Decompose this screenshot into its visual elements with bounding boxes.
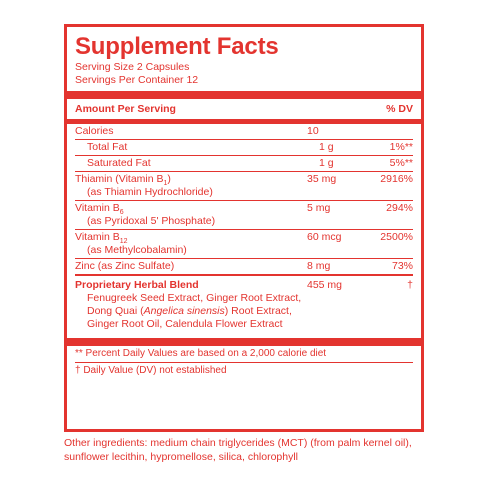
nutrient-name-text: Vitamin B <box>75 231 120 243</box>
nutrient-name-text: Thiamin (Vitamin B <box>75 173 164 185</box>
other-ingredients: Other ingredients: medium chain triglyce… <box>64 437 412 463</box>
nutrient-amount: 35 mg <box>307 173 337 185</box>
nutrient-detail: (as Methylcobalamin) <box>87 244 187 256</box>
nutrient-dv: 2500% <box>380 231 413 243</box>
blend-line: Fenugreek Seed Extract, Ginger Root Extr… <box>87 292 302 304</box>
table-row: Total Fat 1 g 1%** <box>75 139 413 155</box>
table-row: Vitamin B6 (as Pyridoxal 5' Phosphate) 5… <box>75 200 413 229</box>
nutrient-dv: 5%** <box>389 157 413 169</box>
nutrient-name: Zinc (as Zinc Sulfate) <box>75 260 175 272</box>
divider-medium <box>67 119 421 124</box>
servings-per-container: Servings Per Container 12 <box>75 74 199 86</box>
nutrient-amount: 8 mg <box>307 260 331 272</box>
subscript: 1 <box>163 180 168 188</box>
nutrient-name-end: ) <box>167 173 171 185</box>
table-row: Saturated Fat 1 g 5%** <box>75 155 413 171</box>
nutrient-name: Calories <box>75 125 114 137</box>
supplement-facts-panel: Supplement Facts Serving Size 2 Capsules… <box>64 24 424 432</box>
footnote-percent: ** Percent Daily Values are based on a 2… <box>75 348 327 359</box>
nutrient-amount: 10 <box>307 125 319 137</box>
blend-text: Dong Quai ( <box>87 305 144 317</box>
blend-text: ) Root Extract, <box>224 305 292 317</box>
table-row: Calories 10 <box>75 124 413 139</box>
nutrient-amount: 1 g <box>319 157 334 169</box>
nutrient-amount: 1 g <box>319 141 334 153</box>
nutrient-detail: (as Pyridoxal 5' Phosphate) <box>87 215 216 227</box>
nutrient-dv: 2916% <box>380 173 413 185</box>
blend-line: Ginger Root Oil, Calendula Flower Extrac… <box>87 318 283 330</box>
table-row: Thiamin (Vitamin B1) (as Thiamin Hydroch… <box>75 171 413 200</box>
nutrient-name: Vitamin B6 (as Pyridoxal 5' Phosphate) <box>75 202 307 228</box>
subscript: 12 <box>119 238 128 246</box>
panel-title: Supplement Facts <box>75 33 279 60</box>
amount-header: Amount Per Serving <box>75 103 176 115</box>
nutrient-name: Saturated Fat <box>87 157 151 169</box>
nutrient-dv: 294% <box>386 202 413 214</box>
nutrient-dv: † <box>407 279 413 291</box>
dv-header: % DV <box>386 103 413 115</box>
nutrient-amount: 5 mg <box>307 202 331 214</box>
serving-size: Serving Size 2 Capsules <box>75 61 190 73</box>
subscript: 6 <box>119 209 124 217</box>
nutrient-name-text: Vitamin B <box>75 202 120 214</box>
nutrient-amount: 455 mg <box>307 279 343 291</box>
nutrient-name: Thiamin (Vitamin B1) (as Thiamin Hydroch… <box>75 173 307 199</box>
nutrient-table: Calories 10 Total Fat 1 g 1%** Saturated… <box>75 124 413 332</box>
table-header: Amount Per Serving % DV <box>75 99 413 119</box>
table-row: Proprietary Herbal Blend Fenugreek Seed … <box>75 274 413 332</box>
nutrient-amount: 60 mcg <box>307 231 342 243</box>
blend-italic: Angelica sinensis <box>143 305 225 317</box>
divider-thick <box>67 338 421 346</box>
nutrient-detail: (as Thiamin Hydrochloride) <box>87 186 213 198</box>
blend-line: Dong Quai (Angelica sinensis) Root Extra… <box>75 305 292 317</box>
nutrient-name: Proprietary Herbal Blend Fenugreek Seed … <box>75 279 307 331</box>
nutrient-dv <box>369 125 413 138</box>
table-row: Zinc (as Zinc Sulfate) 8 mg 73% <box>75 258 413 274</box>
table-row: Vitamin B12 (as Methylcobalamin) 60 mcg … <box>75 229 413 258</box>
nutrient-dv: 1%** <box>389 141 413 153</box>
divider-thick <box>67 91 421 99</box>
nutrient-name: Total Fat <box>87 141 128 153</box>
nutrient-dv: 73% <box>391 260 413 272</box>
footnote-dagger: † Daily Value (DV) not established <box>75 362 413 379</box>
nutrient-name: Vitamin B12 (as Methylcobalamin) <box>75 231 307 257</box>
blend-name: Proprietary Herbal Blend <box>75 279 199 291</box>
